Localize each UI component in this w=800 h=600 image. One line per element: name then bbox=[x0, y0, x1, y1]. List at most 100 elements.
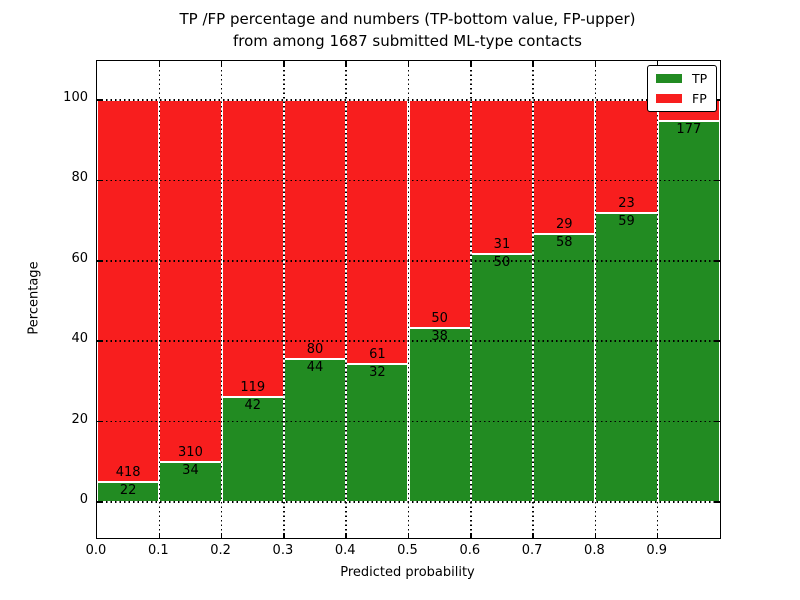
bar-segment-tp bbox=[533, 233, 596, 502]
bar-segment-tp bbox=[408, 328, 471, 502]
bar-count-label-tp: 59 bbox=[618, 213, 635, 229]
tick-mark bbox=[97, 260, 102, 262]
tick-mark bbox=[715, 99, 720, 101]
tick-mark bbox=[532, 61, 534, 66]
y-axis-label: Percentage bbox=[26, 261, 42, 335]
chart-title-line1: TP /FP percentage and numbers (TP-bottom… bbox=[179, 10, 636, 28]
x-tick-label: 0.8 bbox=[584, 543, 605, 558]
tick-mark bbox=[715, 179, 720, 182]
y-tick-label: 80 bbox=[71, 170, 88, 186]
bar-count-label-tp: 32 bbox=[369, 364, 386, 380]
tick-mark bbox=[220, 61, 223, 66]
tick-mark bbox=[407, 61, 410, 66]
legend-swatch-fp bbox=[656, 94, 682, 103]
tick-mark bbox=[407, 533, 410, 538]
tick-mark bbox=[470, 533, 472, 538]
x-tick-label: 0.4 bbox=[334, 543, 356, 558]
bar-count-label-tp: 34 bbox=[182, 463, 199, 479]
chart-title-line2: from among 1687 submitted ML-type contac… bbox=[233, 32, 582, 50]
bar-count-label-fp: 23 bbox=[618, 195, 635, 211]
y-tick-label: 100 bbox=[63, 90, 88, 105]
bar-segment-tp bbox=[283, 359, 347, 502]
bar-count-label-fp: 29 bbox=[555, 216, 573, 232]
bar-count-label-tp: 38 bbox=[431, 329, 448, 345]
tick-mark bbox=[97, 501, 102, 503]
legend-row: TP bbox=[656, 72, 707, 85]
bar-segment-fp bbox=[283, 100, 347, 360]
bar-segment-fp bbox=[221, 100, 284, 398]
tick-mark bbox=[97, 179, 102, 182]
tick-mark bbox=[97, 420, 102, 423]
bar-count-label-tp: 44 bbox=[306, 360, 324, 376]
bar-count-label-tp: 50 bbox=[493, 254, 511, 270]
bar-segment-fp bbox=[97, 100, 160, 482]
tick-mark bbox=[345, 61, 347, 66]
gridline-vertical bbox=[532, 61, 534, 538]
legend-label-tp: TP bbox=[692, 71, 708, 86]
tick-mark bbox=[158, 61, 161, 66]
y-tick-label: 40 bbox=[71, 331, 88, 347]
legend-label-fp: FP bbox=[692, 91, 707, 106]
bar-segment-fp bbox=[408, 100, 471, 329]
bar-segment-fp bbox=[533, 100, 596, 234]
bar-segment-tp bbox=[470, 253, 534, 502]
tick-mark bbox=[220, 533, 223, 538]
legend: TP FP bbox=[647, 65, 718, 112]
tick-mark bbox=[158, 533, 161, 538]
bar-count-label-fp: 310 bbox=[178, 445, 203, 461]
plot-area: 418 22 310 34 119 42 80 44 61 32 50 38 31 50 29 58 23 59 1… bbox=[96, 60, 721, 539]
x-tick-label: 0.7 bbox=[521, 543, 543, 558]
bar-segment-tp bbox=[159, 462, 222, 502]
tick-mark bbox=[283, 533, 285, 538]
tick-mark bbox=[656, 533, 659, 538]
gridline-vertical bbox=[594, 61, 597, 538]
chart-title: TP /FP percentage and numbers (TP-bottom… bbox=[96, 8, 719, 52]
x-tick-label: 0.3 bbox=[272, 543, 294, 558]
x-tick-label: 0.2 bbox=[210, 543, 231, 558]
bar-count-label-fp: 418 bbox=[115, 464, 141, 480]
x-tick-label: 0.5 bbox=[397, 543, 418, 558]
x-axis-label: Predicted probability bbox=[340, 565, 475, 580]
bar-count-label-tp: 22 bbox=[119, 482, 137, 498]
x-tick-label: 0.0 bbox=[85, 543, 107, 558]
tick-mark bbox=[715, 260, 720, 262]
tick-mark bbox=[594, 533, 597, 538]
bar-count-label-tp: 42 bbox=[244, 398, 262, 414]
bar-segment-tp bbox=[657, 121, 720, 502]
tick-mark bbox=[715, 340, 720, 342]
bar-count-label-fp: 50 bbox=[431, 311, 448, 327]
y-tick-label: 0 bbox=[79, 492, 88, 507]
bar-count-label-fp: 119 bbox=[240, 380, 266, 396]
x-tick-label: 0.9 bbox=[646, 543, 668, 558]
gridline-vertical bbox=[345, 61, 347, 538]
tick-mark bbox=[656, 61, 659, 66]
bar-segment-tp bbox=[595, 212, 658, 502]
bar-count-label-tp: 177 bbox=[676, 122, 702, 138]
gridline-vertical bbox=[470, 61, 472, 538]
tick-mark bbox=[97, 340, 102, 342]
bar-segment-fp bbox=[595, 100, 658, 213]
tick-mark bbox=[594, 61, 597, 66]
bar-segment-tp bbox=[346, 363, 409, 502]
bar-segment-fp bbox=[470, 100, 534, 254]
y-tick-label: 60 bbox=[71, 250, 88, 266]
bar-segment-fp bbox=[159, 100, 222, 463]
bar-count-label-fp: 80 bbox=[306, 342, 324, 358]
tick-mark bbox=[283, 61, 285, 66]
tick-mark bbox=[470, 61, 472, 66]
x-tick-label: 0.6 bbox=[459, 543, 481, 558]
bar-count-label-fp: 61 bbox=[369, 346, 386, 362]
gridline-vertical bbox=[656, 61, 659, 538]
gridline-vertical bbox=[158, 61, 161, 538]
tick-mark bbox=[345, 533, 347, 538]
tick-mark bbox=[532, 533, 534, 538]
x-tick-label: 0.1 bbox=[147, 543, 169, 558]
gridline-vertical bbox=[407, 61, 410, 538]
legend-swatch-tp bbox=[656, 74, 682, 83]
tick-mark bbox=[97, 99, 102, 101]
bar-segment-fp bbox=[346, 100, 409, 364]
y-tick-label: 20 bbox=[71, 411, 88, 427]
gridline-vertical bbox=[283, 61, 285, 538]
gridline-vertical bbox=[220, 61, 223, 538]
